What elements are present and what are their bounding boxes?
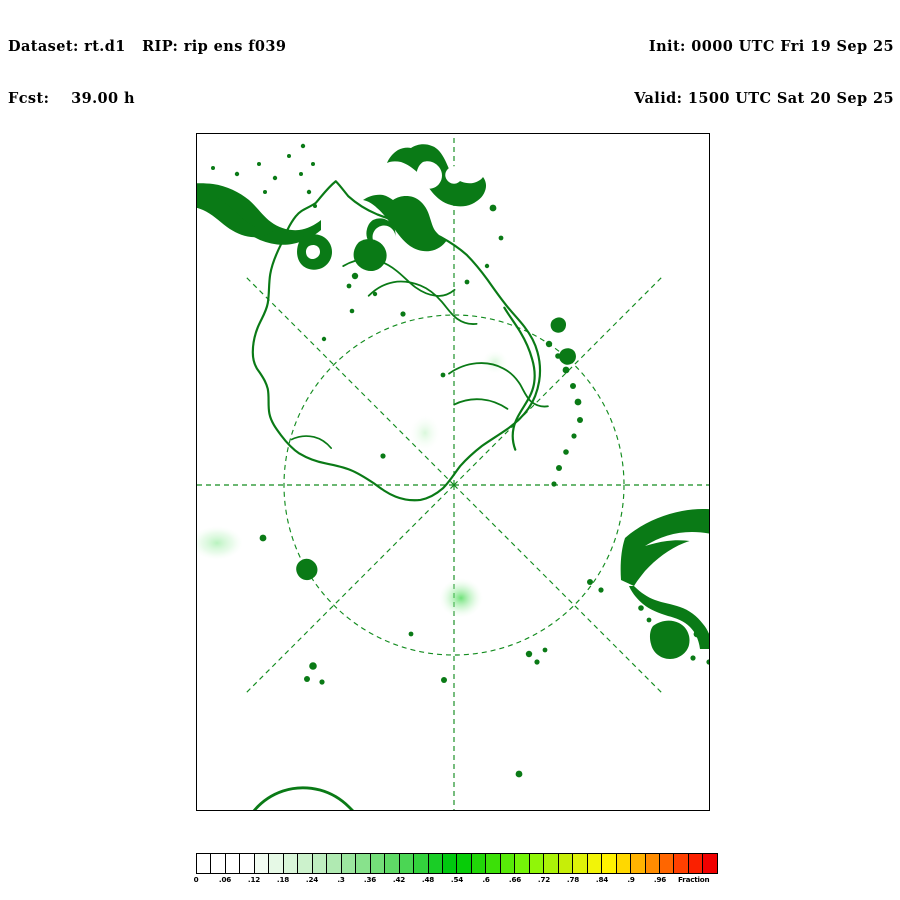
colorbar-cell-16[interactable] xyxy=(428,854,443,873)
landmass-africa-tip xyxy=(252,786,354,810)
colorbar-cell-21[interactable] xyxy=(500,854,516,873)
colorbar-cell-0[interactable] xyxy=(197,854,212,873)
colorbar-tick-6: .36 xyxy=(363,875,377,884)
colorbar-cell-2[interactable] xyxy=(225,854,241,873)
colorbar-tick-3: .18 xyxy=(276,875,290,884)
colorbar-cell-31[interactable] xyxy=(645,854,660,873)
fraction-shading xyxy=(197,350,508,618)
colorbar-tick-labels: 0 .06 .12 .18 .24 .3 .36 .42 .48 .54 .6 .66 .72 .78 .8… xyxy=(193,874,718,890)
colorbar-cell-20[interactable] xyxy=(486,854,501,873)
colorbar-cell-30[interactable] xyxy=(631,854,646,873)
colorbar-legend: 0 .06 .12 .18 .24 .3 .36 .42 .48 .54 .6 .66 .72 .78 .8… xyxy=(193,853,718,891)
colorbar-cell-35[interactable] xyxy=(703,854,717,873)
colorbar-cell-9[interactable] xyxy=(327,854,342,873)
colorbar-cell-14[interactable] xyxy=(399,854,415,873)
colorbar-tick-4: .24 xyxy=(305,875,319,884)
colorbar-cell-13[interactable] xyxy=(385,854,400,873)
colorbar-cell-33[interactable] xyxy=(674,854,689,873)
colorbar-tick-14: .84 xyxy=(595,875,609,884)
coastal-islands xyxy=(321,308,583,487)
colorbar-tick-7: .42 xyxy=(392,875,406,884)
colorbar-cell-10[interactable] xyxy=(341,854,357,873)
colorbar-cell-28[interactable] xyxy=(602,854,617,873)
map-canvas xyxy=(197,134,709,810)
colorbar-tick-12: .72 xyxy=(537,875,551,884)
header-valid-line: Valid: 1500 UTC Sat 20 Sep 25 xyxy=(634,90,894,107)
colorbar-swatches[interactable] xyxy=(196,853,718,874)
colorbar-tick-0: 0 xyxy=(193,875,199,884)
colorbar-cell-5[interactable] xyxy=(269,854,284,873)
colorbar-tick-15: .9 xyxy=(627,875,635,884)
colorbar-cell-19[interactable] xyxy=(471,854,487,873)
colorbar-tick-16: .96 xyxy=(653,875,667,884)
colorbar-cell-23[interactable] xyxy=(529,854,545,873)
colorbar-tick-13: .78 xyxy=(566,875,580,884)
colorbar-tick-9: .54 xyxy=(450,875,464,884)
colorbar-tick-10: .6 xyxy=(482,875,490,884)
subantarctic-islands xyxy=(259,279,652,778)
colorbar-cell-17[interactable] xyxy=(442,854,458,873)
map-plot-frame xyxy=(196,133,710,811)
landmass-new-zealand xyxy=(346,144,504,297)
colorbar-cell-22[interactable] xyxy=(515,854,530,873)
header-right: Init: 0000 UTC Fri 19 Sep 25 Valid: 1500… xyxy=(634,4,894,125)
header-dataset-line: Dataset: rt.d1 RIP: rip ens f039 xyxy=(8,38,287,55)
colorbar-unit-label: Fraction xyxy=(678,875,710,884)
graticule-latitude-circle xyxy=(283,314,625,656)
colorbar-cell-11[interactable] xyxy=(356,854,371,873)
colorbar-cell-7[interactable] xyxy=(298,854,313,873)
colorbar-tick-1: .06 xyxy=(218,875,232,884)
landmass-south-america xyxy=(620,508,709,665)
colorbar-tick-11: .66 xyxy=(508,875,522,884)
colorbar-cell-32[interactable] xyxy=(660,854,675,873)
landmass-australia xyxy=(197,143,332,270)
colorbar-cell-18[interactable] xyxy=(457,854,472,873)
coastlines xyxy=(251,180,576,502)
colorbar-tick-2: .12 xyxy=(247,875,261,884)
colorbar-cell-1[interactable] xyxy=(211,854,226,873)
colorbar-tick-8: .48 xyxy=(421,875,435,884)
colorbar-cell-15[interactable] xyxy=(414,854,429,873)
colorbar-cell-8[interactable] xyxy=(312,854,328,873)
colorbar-cell-24[interactable] xyxy=(544,854,559,873)
header-init-line: Init: 0000 UTC Fri 19 Sep 25 xyxy=(648,38,894,55)
colorbar-cell-12[interactable] xyxy=(370,854,386,873)
graticule-meridians xyxy=(197,134,709,810)
colorbar-cell-27[interactable] xyxy=(587,854,603,873)
colorbar-tick-5: .3 xyxy=(337,875,345,884)
colorbar-cell-26[interactable] xyxy=(573,854,588,873)
colorbar-cell-25[interactable] xyxy=(558,854,574,873)
header-left: Dataset: rt.d1 RIP: rip ens f039 Fcst: 3… xyxy=(8,4,286,125)
colorbar-cell-29[interactable] xyxy=(616,854,632,873)
colorbar-cell-34[interactable] xyxy=(688,854,704,873)
colorbar-cell-4[interactable] xyxy=(254,854,270,873)
colorbar-cell-3[interactable] xyxy=(240,854,255,873)
colorbar-cell-6[interactable] xyxy=(283,854,299,873)
header-forecast-line: Fcst: 39.00 h xyxy=(8,90,135,107)
